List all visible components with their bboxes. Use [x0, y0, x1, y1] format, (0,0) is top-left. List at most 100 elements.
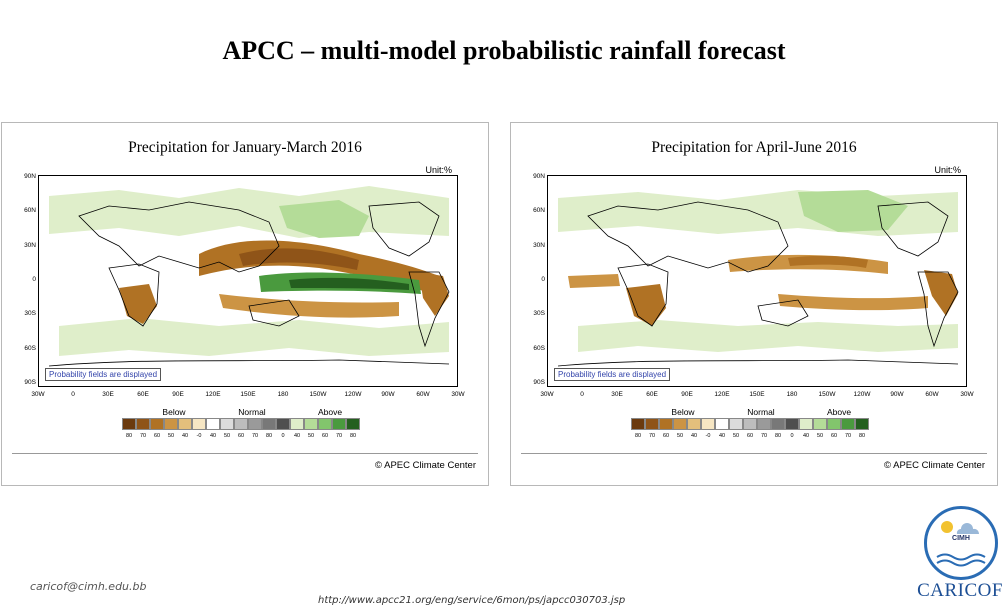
- lat-tick-label: 60N: [533, 207, 545, 215]
- legend-tick-label: 60: [321, 433, 329, 439]
- lon-tick-label: 60W: [416, 391, 430, 398]
- coastlines: [557, 201, 959, 367]
- legend-tick-label: 50: [223, 433, 231, 439]
- above-field-west-pacific: [279, 200, 369, 238]
- legend-category-label: Below: [162, 407, 186, 417]
- legend-tick-label: 40: [209, 433, 217, 439]
- lat-tick-label: 30N: [24, 241, 36, 249]
- legend-tick-label: 60: [746, 433, 754, 439]
- lat-tick-label: 60S: [24, 344, 36, 352]
- legend-tick-label: 50: [167, 433, 175, 439]
- credit-label: © APEC Climate Center: [375, 460, 476, 471]
- legend-tick-label: 80: [125, 433, 133, 439]
- legend-tick-label: 70: [139, 433, 147, 439]
- lon-tick-label: 30W: [451, 391, 465, 398]
- legend-swatch: [827, 418, 841, 430]
- lon-tick-label: 150E: [749, 391, 765, 398]
- lon-tick-label: 150E: [240, 391, 256, 398]
- lon-tick-label: 30E: [611, 391, 623, 398]
- lat-tick-label: 90N: [533, 173, 545, 180]
- legend-swatch: [234, 418, 248, 430]
- legend-swatch: [813, 418, 827, 430]
- lon-tick-label: 90E: [681, 391, 693, 398]
- legend-swatch: [192, 418, 206, 430]
- legend-swatch: [136, 418, 150, 430]
- lon-tick-label: 60W: [925, 391, 939, 398]
- legend-category-label: Normal: [238, 407, 266, 417]
- legend-tick-label: 70: [648, 433, 656, 439]
- caricof-logo: CARICOF: [917, 580, 1003, 601]
- contact-email: caricof@cimh.edu.bb: [30, 580, 147, 593]
- above-field-south: [59, 318, 449, 356]
- legend-swatch: [304, 418, 318, 430]
- lon-axis: 30W 0 30E 60E 90E 120E 150E 180 150W 120W 90W 60W 30…: [540, 391, 973, 401]
- legend-swatch: [855, 418, 869, 430]
- lon-tick-label: 120E: [205, 391, 221, 398]
- below-south-america: [924, 270, 958, 316]
- source-url: http://www.apcc21.org/eng/service/6mon/p…: [318, 595, 626, 606]
- legend-tick-label: 70: [335, 433, 343, 439]
- probability-note: Probability fields are displayed: [554, 368, 671, 381]
- legend-tick-label: 80: [774, 433, 782, 439]
- legend-ticks: 80 70 60 50 40 -0 40 50 60 70 80 0 40 50 60 70 80: [631, 433, 883, 441]
- legend-tick-label: 70: [760, 433, 768, 439]
- legend-tick-label: 60: [153, 433, 161, 439]
- legend-tick-label: -0: [705, 433, 711, 439]
- legend-tick-label: 80: [858, 433, 866, 439]
- legend-category-label: Below: [671, 407, 695, 417]
- lat-tick-label: 90S: [533, 379, 545, 386]
- legend-swatch: [785, 418, 799, 430]
- map-svg: [548, 176, 966, 386]
- credit-label: © APEC Climate Center: [884, 460, 985, 471]
- legend-swatch: [673, 418, 687, 430]
- forecast-panel-amj: Precipitation for April-June 2016 Unit:%: [510, 122, 998, 486]
- legend-swatch: [701, 418, 715, 430]
- map-svg: [39, 176, 457, 386]
- lon-tick-label: 180: [277, 391, 289, 398]
- probability-map: Probability fields are displayed: [38, 175, 458, 387]
- lat-tick-label: 90S: [24, 379, 36, 386]
- legend-swatch: [631, 418, 645, 430]
- legend-swatch: [743, 418, 757, 430]
- legend-tick-label: 40: [718, 433, 726, 439]
- lon-tick-label: 120W: [853, 391, 871, 398]
- legend-tick-label: 40: [690, 433, 698, 439]
- legend-category-label: Above: [826, 407, 852, 417]
- legend-swatch: [645, 418, 659, 430]
- legend-tick-label: 80: [265, 433, 273, 439]
- lat-tick-label: 60N: [24, 207, 36, 215]
- lon-tick-label: 30W: [540, 391, 554, 398]
- legend-tick-label: 60: [830, 433, 838, 439]
- legend-swatch: [687, 418, 701, 430]
- lat-tick-label: 0: [32, 276, 36, 283]
- lat-tick-label: 30N: [533, 241, 545, 249]
- legend-swatch: [799, 418, 813, 430]
- legend-tick-label: 70: [251, 433, 259, 439]
- legend-ticks: 80 70 60 50 40 -0 40 50 60 70 80 0 40 50 60 70 80: [122, 433, 374, 441]
- lon-tick-label: 0: [580, 391, 584, 398]
- legend-categories: Below Normal Above: [511, 407, 997, 418]
- legend-category-label: Normal: [747, 407, 775, 417]
- legend-swatch: [346, 418, 360, 430]
- forecast-panel-jfm: Precipitation for January-March 2016 Uni…: [1, 122, 489, 486]
- coastlines: [48, 201, 450, 367]
- below-band-south-pacific: [219, 294, 399, 318]
- legend-swatch: [150, 418, 164, 430]
- legend-swatch: [715, 418, 729, 430]
- lon-tick-label: 90W: [381, 391, 395, 398]
- legend-swatch: [206, 418, 220, 430]
- legend-swatch: [841, 418, 855, 430]
- lat-tick-label: 0: [541, 276, 545, 283]
- lon-tick-label: 150W: [309, 391, 327, 398]
- legend-categories: Below Normal Above: [2, 407, 488, 418]
- below-core-north-pacific: [788, 255, 868, 268]
- legend-tick-label: -0: [196, 433, 202, 439]
- slide-title: APCC – multi-model probabilistic rainfal…: [222, 36, 786, 65]
- chart-title: Precipitation for April-June 2016: [651, 139, 857, 156]
- legend-swatch: [771, 418, 785, 430]
- lon-tick-label: 120E: [714, 391, 730, 398]
- below-core-north-pacific: [239, 248, 359, 270]
- legend-tick-label: 50: [307, 433, 315, 439]
- unit-label: Unit:%: [934, 165, 961, 175]
- legend-swatch: [122, 418, 136, 430]
